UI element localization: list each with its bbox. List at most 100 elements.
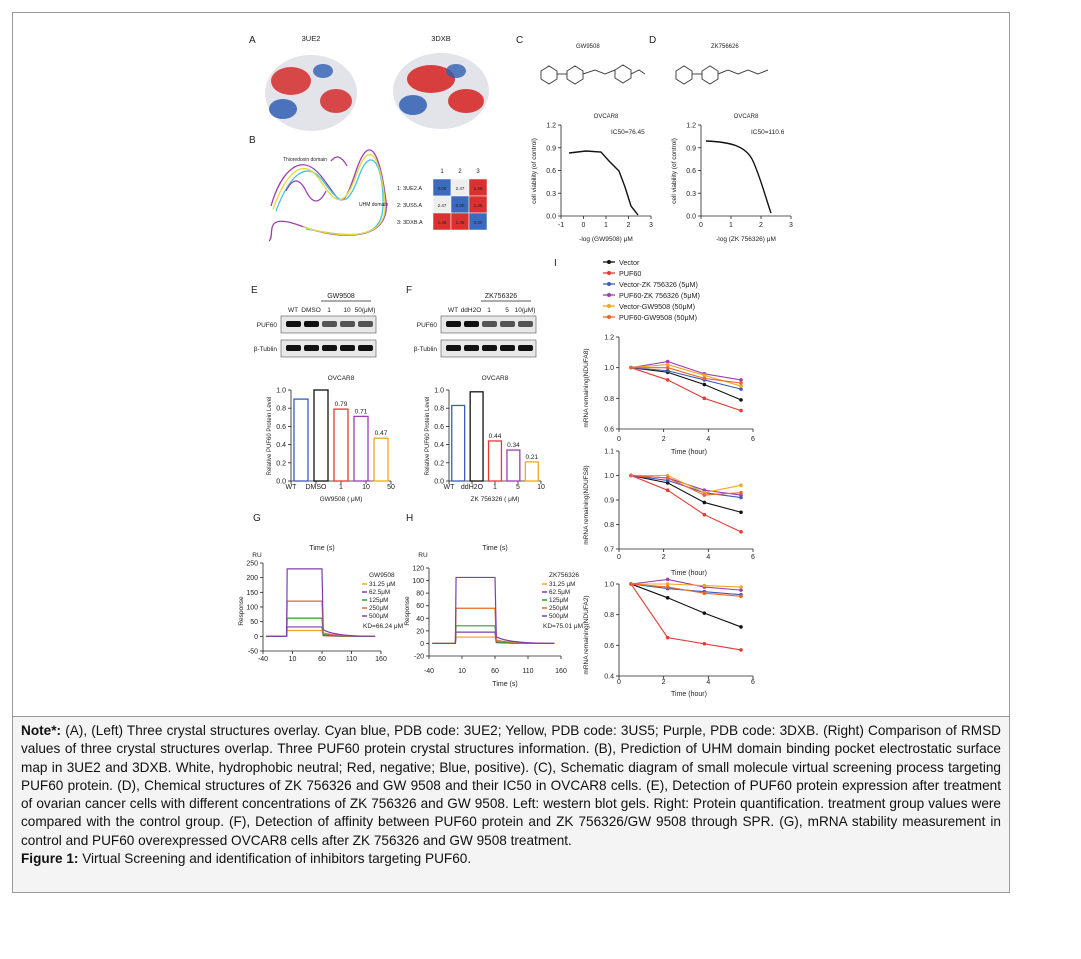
compound-name: GW9508	[576, 44, 600, 50]
point	[665, 378, 670, 382]
y-tick-label: 1.0	[434, 388, 444, 395]
band	[322, 345, 337, 351]
domain-label: Thioredoxin domain	[283, 157, 327, 163]
y-tick-label: 80	[416, 591, 424, 598]
y-tick-label: 0.9	[686, 145, 696, 152]
kd-label: KD=66.24 μM	[363, 623, 403, 630]
x-tick-label: -40	[424, 668, 434, 675]
y-axis-label: Relative PUF60 Protein Level	[267, 397, 273, 476]
x-tick-label: 6	[751, 679, 755, 686]
bar	[373, 437, 389, 482]
band	[464, 321, 479, 327]
point	[665, 362, 670, 367]
x-tick-label: 60	[491, 668, 499, 675]
series-line	[630, 367, 742, 401]
x-tick-label: 0	[617, 436, 621, 443]
lane-label: 50(μM)	[355, 307, 376, 314]
band	[518, 321, 533, 327]
x-axis-label: -log (ZK 756326) μM	[716, 236, 776, 243]
panel-label: H	[406, 513, 413, 524]
domain-label: UHM domain	[359, 202, 388, 208]
legend-label: PUF60-ZK 756326 (5μM)	[619, 291, 700, 300]
panel-label: I	[554, 258, 557, 269]
value-label: 0.71	[355, 408, 368, 415]
y-tick-label: 0.0	[434, 479, 444, 486]
y-tick-label: 0.6	[546, 168, 556, 175]
y-tick-label: 250	[246, 561, 258, 568]
chart-title: OVCAR8	[734, 114, 759, 120]
lane-label: WT	[288, 307, 298, 314]
bar	[506, 449, 521, 482]
y-tick-label: 0.8	[276, 406, 286, 413]
structure-title: 3DXB	[431, 34, 451, 43]
y-axis-label: mRNA remaining(NDUFA8)	[583, 348, 590, 427]
y-tick-label: 100	[246, 605, 258, 612]
point	[702, 642, 707, 646]
x-tick-label: -40	[258, 656, 268, 663]
point	[665, 476, 670, 480]
y-tick-label: 0.4	[276, 442, 286, 449]
y-tick-label: 0.0	[546, 214, 556, 221]
point	[739, 378, 743, 382]
x-tick-label: 3	[649, 222, 653, 229]
series-line	[630, 583, 742, 628]
point	[739, 490, 743, 495]
panel-label: E	[251, 285, 258, 296]
x-axis-label: ZK 756326 ( μM)	[471, 496, 520, 503]
chart-title: OVCAR8	[594, 114, 619, 120]
bar	[524, 461, 539, 482]
x-tick-label: 1	[604, 222, 608, 229]
band-label: β-Tublin	[254, 346, 278, 353]
band	[340, 345, 355, 351]
legend-marker	[607, 315, 611, 319]
unit-label: RU	[252, 552, 262, 559]
x-axis-label: Time (s)	[492, 681, 517, 688]
point	[629, 582, 633, 586]
band	[304, 345, 319, 351]
ic50-curve	[705, 140, 772, 214]
y-tick-label: 0.6	[276, 424, 286, 431]
x-tick-label: ddH2O	[461, 484, 484, 491]
x-tick-label: 0	[617, 679, 621, 686]
matrix-value: 1.45	[456, 220, 465, 225]
point	[739, 530, 743, 534]
series-line	[631, 367, 742, 384]
lane-label: DMSO	[301, 307, 321, 314]
point	[739, 510, 743, 515]
y-tick-label: 0.6	[604, 427, 614, 434]
band	[464, 345, 479, 351]
sensorgram	[265, 568, 376, 637]
y-tick-label: 1.0	[604, 365, 614, 372]
structure-title: 3UE2	[302, 34, 321, 43]
point	[665, 585, 670, 589]
series-line	[630, 474, 742, 496]
y-tick-label: 0.9	[604, 498, 614, 505]
y-tick-label: -50	[248, 649, 258, 656]
y-tick-label: 0.4	[604, 674, 614, 681]
y-tick-label: 0.6	[686, 168, 696, 175]
point	[665, 488, 670, 493]
legend-marker	[607, 293, 611, 297]
x-tick-label: WT	[286, 484, 298, 491]
point	[739, 483, 743, 488]
matrix-cell	[468, 212, 488, 231]
point	[739, 381, 743, 385]
sensorgram	[432, 576, 555, 645]
matrix-col: 3	[476, 169, 480, 175]
figure: A 3UE2 3DXB B Thioredoxin domain UHM domain 1 2…	[12, 12, 1010, 717]
y-tick-label: -20	[414, 654, 424, 661]
lane-label: ddH2O	[461, 307, 482, 314]
y-tick-label: 40	[416, 616, 424, 623]
series-line	[630, 583, 742, 597]
band	[500, 321, 515, 327]
matrix-value: 0.00	[456, 203, 465, 208]
series-line	[630, 367, 742, 412]
surface-3dxb	[393, 53, 489, 129]
y-tick-label: 1.2	[546, 123, 556, 130]
ic50-curve	[568, 150, 639, 216]
ribbon-overlay	[268, 149, 387, 242]
x-axis-label: Time (hour)	[671, 449, 707, 456]
figure-label: Figure 1:	[21, 851, 79, 867]
panel-label: B	[249, 135, 256, 146]
x-tick-label: 1	[493, 484, 497, 491]
